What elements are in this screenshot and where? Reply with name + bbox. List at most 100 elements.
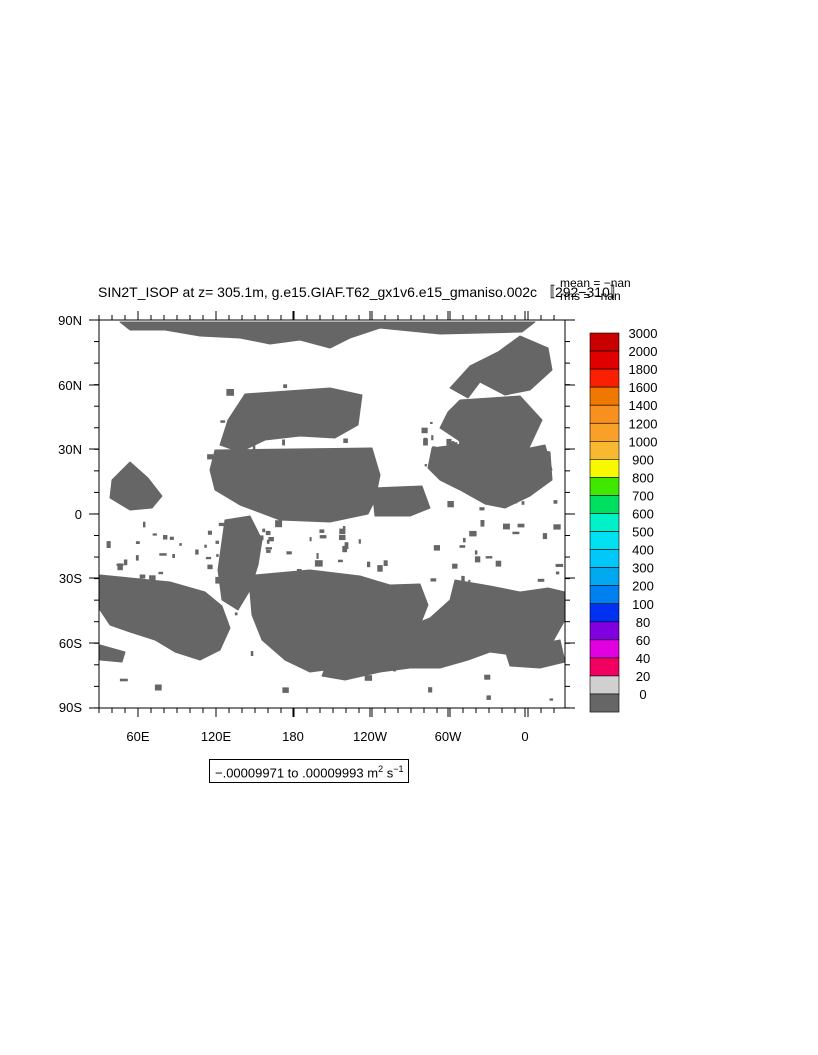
data-speckle: [549, 698, 554, 701]
colorbar-swatch: [589, 422, 620, 442]
data-speckle: [339, 534, 346, 541]
data-speckle: [342, 545, 348, 553]
data-speckle: [377, 565, 383, 572]
data-speckle: [283, 384, 288, 389]
colorbar-label: 500: [632, 525, 654, 540]
colorbar-swatch: [589, 567, 620, 587]
data-speckle: [457, 424, 462, 427]
colorbar-swatch: [589, 459, 620, 478]
colorbar-label: 80: [636, 615, 650, 630]
data-speckle: [467, 426, 471, 429]
x-tick-label: 60W: [435, 729, 462, 744]
data-speckle: [463, 537, 466, 543]
data-region: [427, 441, 553, 509]
data-speckle: [393, 665, 397, 672]
data-region: [504, 639, 566, 669]
data-speckle: [258, 535, 264, 541]
data-speckle: [215, 540, 219, 544]
data-speckle: [461, 575, 465, 582]
plot-title: SIN2T_ISOP at z= 305.1m, g.e15.GIAF.T62_…: [98, 284, 624, 300]
colorbar-label: 20: [636, 669, 650, 684]
data-speckle: [172, 554, 175, 558]
data-speckle: [344, 542, 349, 549]
data-region: [449, 335, 553, 399]
x-tick-label: 180: [282, 729, 304, 744]
data-speckle: [256, 610, 263, 614]
data-speckle: [446, 438, 452, 446]
data-speckle: [421, 427, 428, 434]
data-speckle: [316, 553, 319, 559]
data-speckle: [364, 675, 373, 681]
data-speckle: [168, 616, 172, 622]
colorbar-label: 900: [632, 452, 654, 467]
value-range-box: −.00009971 to .00009993 m2 s−1: [209, 759, 410, 784]
data-speckle: [296, 569, 302, 574]
colorbar-label: 1600: [629, 380, 658, 395]
data-speckle: [219, 557, 227, 563]
data-speckle: [555, 563, 564, 567]
data-speckle: [252, 538, 259, 541]
data-speckle: [474, 556, 481, 563]
data-speckle: [207, 530, 212, 535]
data-speckle: [265, 625, 270, 628]
colorbar-label: 100: [632, 597, 654, 612]
data-speckle: [119, 678, 128, 682]
colorbar-label: 60: [636, 633, 650, 648]
data-region: [109, 461, 163, 511]
data-speckle: [250, 651, 254, 656]
data-speckle: [479, 507, 485, 511]
range-units-2: s: [386, 765, 394, 781]
range-from: −.00009971: [215, 765, 285, 781]
data-speckle: [329, 576, 332, 581]
colorbar-label: 700: [632, 488, 654, 503]
x-tick-label: 60E: [126, 729, 149, 744]
data-region: [99, 644, 126, 663]
data-speckle: [463, 452, 467, 456]
data-speckle: [135, 555, 139, 561]
data-speckle: [235, 539, 241, 543]
data-speckle: [139, 574, 146, 579]
colorbar-swatch: [589, 350, 620, 370]
data-speckle: [218, 460, 226, 463]
data-speckle: [123, 559, 128, 566]
y-tick-label: 90N: [58, 313, 82, 328]
data-speckle: [319, 535, 327, 539]
data-speckle: [117, 563, 123, 571]
data-speckle: [428, 687, 433, 693]
data-speckle: [195, 549, 199, 555]
data-speckle: [459, 439, 466, 446]
data-mask-regions: [99, 321, 566, 701]
colorbar-swatch: [589, 549, 620, 568]
y-tick-label: 30S: [59, 571, 82, 586]
data-speckle: [358, 539, 361, 544]
data-speckle: [423, 438, 428, 446]
data-speckle: [252, 443, 256, 450]
data-speckle: [537, 578, 545, 582]
colorbar-swatch: [589, 693, 620, 713]
colorbar-swatch: [589, 495, 620, 514]
data-speckle: [240, 552, 242, 556]
y-tick-label: 0: [75, 507, 82, 522]
colorbar-swatch: [589, 332, 620, 352]
data-speckle: [407, 600, 411, 606]
data-speckle: [433, 545, 440, 551]
colorbar-label: 1400: [629, 398, 658, 413]
data-speckle: [315, 644, 321, 647]
data-speckle: [447, 501, 454, 508]
range-units: m: [367, 765, 379, 781]
range-units-exponent: 2: [378, 764, 384, 774]
data-speckle: [234, 612, 238, 616]
data-speckle: [383, 560, 388, 566]
y-tick-label: 60N: [58, 378, 82, 393]
data-speckle: [314, 560, 323, 567]
data-speckle: [468, 579, 471, 582]
data-speckle: [215, 576, 220, 584]
colorbar-swatch: [589, 440, 620, 460]
data-speckle: [319, 529, 325, 533]
range-to-word: to: [287, 765, 299, 781]
data-speckle: [512, 531, 520, 535]
data-speckle: [550, 600, 553, 606]
colorbar-label: 300: [632, 561, 654, 576]
data-speckle: [179, 543, 182, 546]
